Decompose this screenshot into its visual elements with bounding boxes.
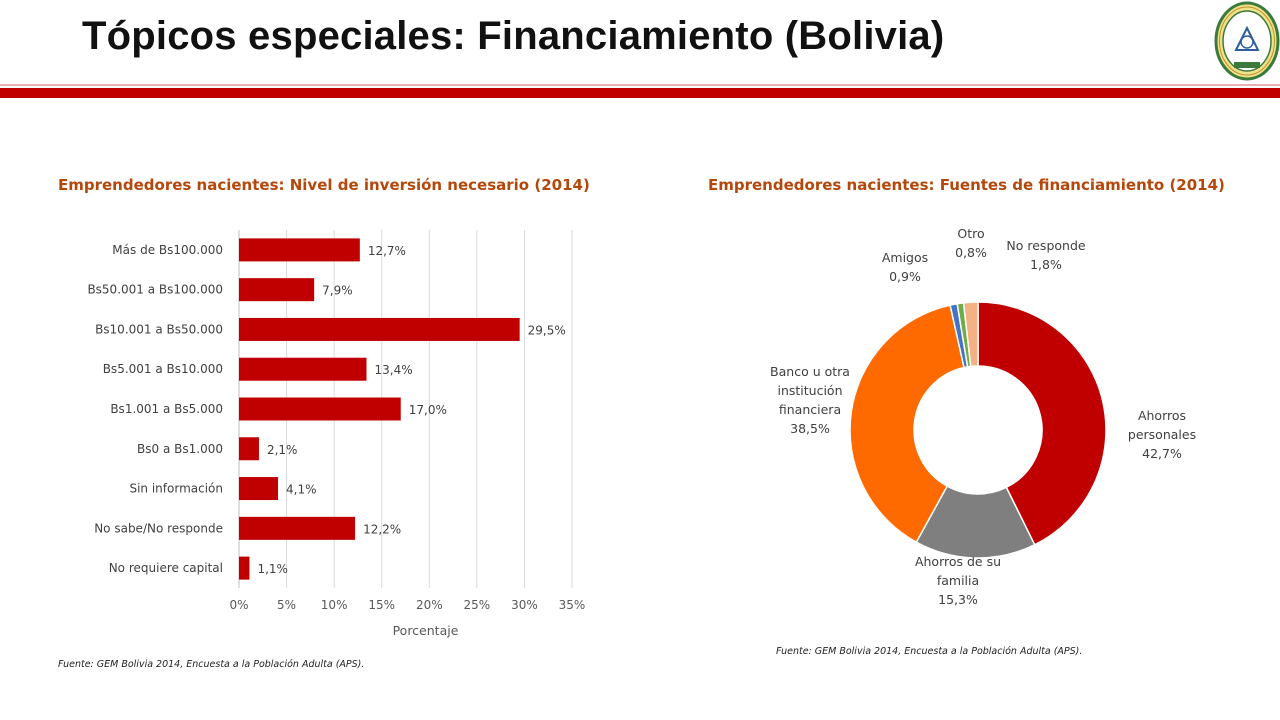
slice-label: Otro xyxy=(957,226,984,241)
category-label: Bs50.001 a Bs100.000 xyxy=(87,283,223,297)
investment-bar-chart: 0% 5% 10% 15% 20% 25% 30% 35% Más de Bs100.000 12… xyxy=(87,230,586,638)
x-tick-label: 35% xyxy=(559,598,586,612)
category-label: No sabe/No responde xyxy=(94,521,223,535)
bar-value-label: 2,1% xyxy=(267,443,298,457)
bar xyxy=(239,317,520,341)
right-source-note: Fuente: GEM Bolivia 2014, Encuesta a la … xyxy=(776,646,1083,657)
donut-slice xyxy=(849,304,965,544)
bar xyxy=(239,397,401,421)
slice-label: Amigos xyxy=(882,250,928,265)
slice-label: No responde xyxy=(1006,238,1085,253)
category-label: No requiere capital xyxy=(109,561,223,575)
slice-label: 42,7% xyxy=(1142,446,1182,461)
slice-label: 0,9% xyxy=(889,269,921,284)
slice-label: 0,8% xyxy=(955,245,987,260)
bar-value-label: 1,1% xyxy=(257,562,288,576)
bar-value-label: 29,5% xyxy=(528,323,566,337)
category-label: Más de Bs100.000 xyxy=(112,243,223,257)
bar xyxy=(239,477,279,501)
left-chart-title: Emprendedores nacientes: Nivel de invers… xyxy=(58,176,590,194)
bar-value-label: 7,9% xyxy=(322,284,353,298)
slice-label: 1,8% xyxy=(1030,257,1062,272)
header-rule-thin xyxy=(0,84,1280,86)
slice-label: institución xyxy=(777,383,842,398)
category-label: Bs0 a Bs1.000 xyxy=(137,442,223,456)
right-chart-title: Emprendedores nacientes: Fuentes de fina… xyxy=(708,176,1225,194)
university-seal-icon xyxy=(1214,1,1280,81)
category-label: Bs10.001 a Bs50.000 xyxy=(95,322,223,336)
slice-label: personales xyxy=(1128,427,1196,442)
slice-label: financiera xyxy=(779,402,841,417)
slice-label: 15,3% xyxy=(938,592,978,607)
bar xyxy=(239,278,315,302)
bar-value-label: 13,4% xyxy=(374,363,412,377)
bar xyxy=(239,238,360,262)
x-axis-title: Porcentaje xyxy=(393,623,459,638)
bar-value-label: 12,2% xyxy=(363,522,401,536)
slice-label: Banco u otra xyxy=(770,364,850,379)
bar xyxy=(239,556,250,580)
bar xyxy=(239,357,367,381)
category-label: Sin información xyxy=(129,482,223,496)
x-tick-label: 30% xyxy=(511,598,538,612)
donut-slice xyxy=(977,301,1107,546)
slice-label: 38,5% xyxy=(790,421,830,436)
left-source-note: Fuente: GEM Bolivia 2014, Encuesta a la … xyxy=(58,659,365,670)
bar-value-label: 4,1% xyxy=(286,483,317,497)
page-title: Tópicos especiales: Financiamiento (Boli… xyxy=(82,14,945,58)
slice-label: familia xyxy=(937,573,979,588)
slice-label: Ahorros de su xyxy=(915,554,1001,569)
bar-value-label: 17,0% xyxy=(409,403,447,417)
donut-slice xyxy=(962,301,979,368)
x-tick-label: 15% xyxy=(368,598,395,612)
x-tick-label: 5% xyxy=(277,598,296,612)
bar xyxy=(239,516,356,540)
bar xyxy=(239,437,259,461)
category-label: Bs1.001 a Bs5.000 xyxy=(110,402,223,416)
slice-label: Ahorros xyxy=(1138,408,1186,423)
bar-value-label: 12,7% xyxy=(368,244,406,258)
funding-donut-chart: Ahorros personales 42,7% Ahorros de su famil… xyxy=(770,226,1196,607)
x-tick-label: 25% xyxy=(464,598,491,612)
category-label: Bs5.001 a Bs10.000 xyxy=(103,362,223,376)
header-rule xyxy=(0,88,1280,98)
x-tick-label: 10% xyxy=(321,598,348,612)
x-tick-label: 20% xyxy=(416,598,443,612)
x-tick-label: 0% xyxy=(229,598,248,612)
